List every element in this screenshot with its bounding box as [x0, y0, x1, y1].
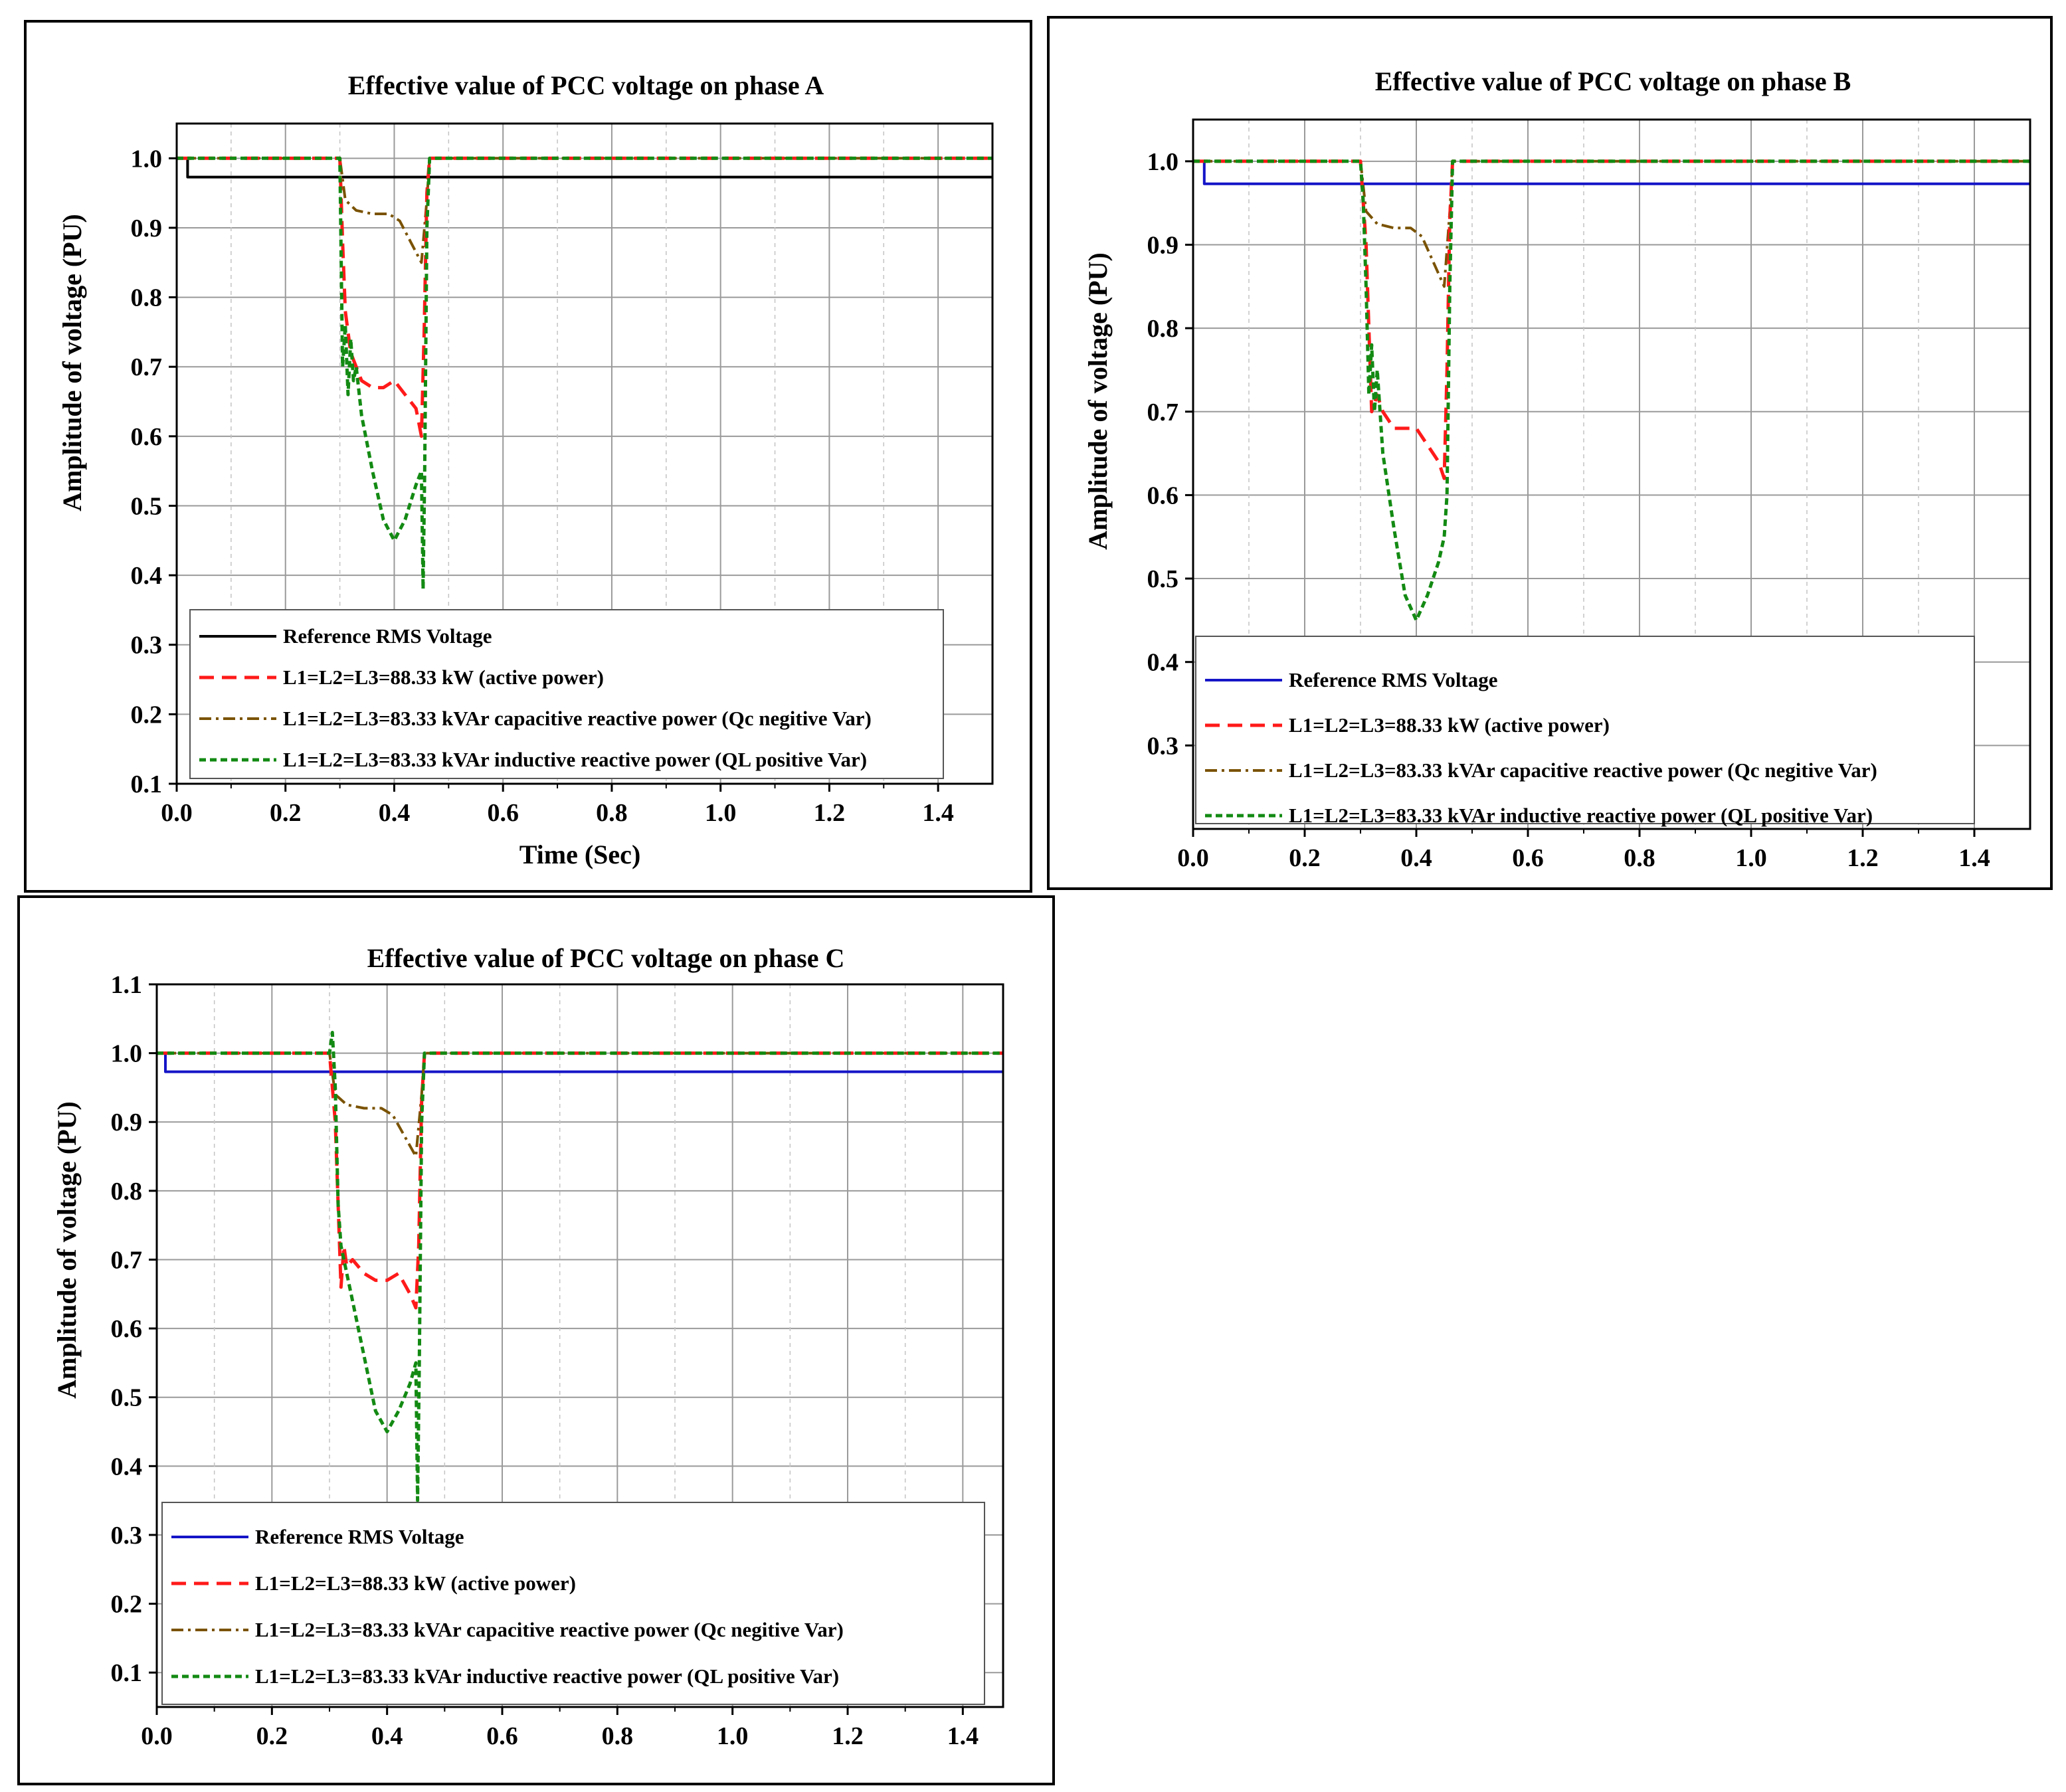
- chart-title: Effective value of PCC voltage on phase …: [1375, 66, 1851, 96]
- legend-box: [161, 1502, 985, 1705]
- x-tick-label: 1.0: [717, 1722, 749, 1750]
- legend-label-capacitive: L1=L2=L3=83.33 kVAr capacitive reactive …: [1289, 759, 1877, 782]
- chart-phase-b: Effective value of PCC voltage on phase …: [1083, 66, 2031, 872]
- series-line-capacitive: [157, 1051, 1003, 1158]
- y-tick-label: 0.7: [1147, 399, 1179, 426]
- x-tick-label: 1.0: [1735, 844, 1767, 872]
- x-tick-label: 0.2: [256, 1722, 288, 1750]
- y-tick-label: 0.8: [131, 284, 163, 312]
- chart-panel-phase-b: Effective value of PCC voltage on phase …: [1047, 16, 2053, 890]
- y-tick-label: 1.0: [131, 145, 163, 173]
- chart-phase-c: Effective value of PCC voltage on phase …: [52, 943, 1004, 1750]
- y-tick-label: 0.4: [131, 562, 163, 590]
- y-tick-label: 0.9: [1147, 231, 1179, 259]
- x-tick-label: 1.2: [1847, 844, 1879, 872]
- y-tick-label: 0.5: [131, 492, 163, 520]
- legend-label-reference: Reference RMS Voltage: [1289, 668, 1498, 691]
- legend-label-inductive: L1=L2=L3=83.33 kVAr inductive reactive p…: [1289, 804, 1873, 827]
- series-line-reference: [1193, 159, 2030, 185]
- legend-label-capacitive: L1=L2=L3=83.33 kVAr capacitive reactive …: [283, 707, 872, 730]
- y-tick-label: 0.6: [111, 1315, 143, 1343]
- y-tick-label: 1.0: [1147, 148, 1179, 176]
- y-tick-label: 0.8: [1147, 315, 1179, 343]
- series-line-active: [177, 156, 992, 438]
- x-tick-label: 0.8: [602, 1722, 634, 1750]
- x-tick-label: 1.0: [705, 799, 737, 827]
- plot-frame: [155, 983, 1004, 1708]
- y-tick-label: 0.9: [131, 215, 163, 242]
- x-tick-label: 0.4: [371, 1722, 403, 1750]
- series-line-inductive: [177, 156, 992, 591]
- y-axis-label: Amplitude of voltage (PU): [1083, 252, 1113, 550]
- plot-frame: [175, 122, 994, 785]
- y-tick-label: 0.3: [111, 1522, 143, 1550]
- legend-label-inductive: L1=L2=L3=83.33 kVAr inductive reactive p…: [283, 748, 867, 771]
- y-tick-label: 0.5: [111, 1384, 143, 1412]
- series-line-capacitive: [1193, 159, 2030, 288]
- y-tick-label: 0.7: [131, 353, 163, 381]
- x-tick-label: 0.6: [1512, 844, 1544, 872]
- plot-frame: [1192, 118, 2031, 830]
- series-line-capacitive: [177, 157, 992, 264]
- legend-label-capacitive: L1=L2=L3=83.33 kVAr capacitive reactive …: [255, 1618, 844, 1641]
- x-tick-label: 1.4: [1958, 844, 1990, 872]
- x-tick-label: 1.2: [832, 1722, 864, 1750]
- y-tick-label: 0.7: [111, 1246, 143, 1274]
- x-tick-label: 0.6: [486, 1722, 518, 1750]
- x-tick-label: 0.0: [141, 1722, 173, 1750]
- y-tick-label: 0.4: [111, 1453, 143, 1480]
- y-tick-label: 0.1: [111, 1659, 143, 1687]
- chart-title: Effective value of PCC voltage on phase …: [367, 943, 845, 973]
- x-tick-label: 0.0: [161, 799, 193, 827]
- legend-label-active: L1=L2=L3=88.33 kW (active power): [255, 1571, 576, 1595]
- x-tick-label: 0.6: [487, 799, 519, 827]
- y-axis-label: Amplitude of voltage (PU): [57, 214, 87, 511]
- x-tick-label: 0.4: [379, 799, 411, 827]
- y-tick-label: 0.9: [111, 1109, 143, 1136]
- y-tick-label: 0.5: [1147, 565, 1179, 593]
- chart-panel-phase-c: Effective value of PCC voltage on phase …: [17, 895, 1055, 1785]
- x-tick-label: 0.0: [1177, 844, 1209, 872]
- x-tick-label: 1.4: [922, 799, 954, 827]
- chart-panel-phase-a: Effective value of PCC voltage on phase …: [24, 20, 1032, 893]
- legend-label-reference: Reference RMS Voltage: [255, 1525, 464, 1548]
- x-tick-label: 1.2: [814, 799, 846, 827]
- x-axis-label: Time (Sec): [519, 840, 641, 869]
- x-tick-label: 1.4: [947, 1722, 979, 1750]
- y-tick-label: 0.6: [131, 423, 163, 451]
- y-tick-label: 0.8: [111, 1178, 143, 1206]
- series-line-inductive: [1193, 159, 2030, 622]
- y-tick-label: 1.1: [111, 971, 143, 999]
- y-axis-label: Amplitude of voltage (PU): [52, 1101, 82, 1399]
- series-line-reference: [157, 1051, 1003, 1073]
- legend-box: [1195, 636, 1975, 824]
- y-tick-label: 0.2: [131, 701, 163, 729]
- y-tick-label: 0.6: [1147, 482, 1179, 509]
- series-line-reference: [177, 157, 992, 179]
- legend-label-reference: Reference RMS Voltage: [283, 624, 492, 648]
- x-tick-label: 0.8: [596, 799, 628, 827]
- y-tick-label: 0.1: [131, 770, 163, 798]
- x-tick-label: 0.8: [1624, 844, 1655, 872]
- legend-box: [189, 609, 944, 779]
- x-tick-label: 0.2: [1289, 844, 1321, 872]
- legend-label-inductive: L1=L2=L3=83.33 kVAr inductive reactive p…: [255, 1664, 839, 1688]
- series-line-active: [157, 1051, 1003, 1310]
- chart-title: Effective value of PCC voltage on phase …: [348, 70, 824, 100]
- chart-phase-a: Effective value of PCC voltage on phase …: [57, 70, 994, 869]
- legend-label-active: L1=L2=L3=88.33 kW (active power): [1289, 713, 1610, 737]
- y-tick-label: 0.2: [111, 1591, 143, 1619]
- y-tick-label: 0.3: [1147, 732, 1179, 760]
- y-tick-label: 0.3: [131, 632, 163, 660]
- series-line-inductive: [157, 1031, 1003, 1502]
- series-line-active: [1193, 159, 2030, 480]
- y-tick-label: 1.0: [111, 1040, 143, 1068]
- legend-label-active: L1=L2=L3=88.33 kW (active power): [283, 666, 604, 689]
- x-tick-label: 0.2: [270, 799, 302, 827]
- x-tick-label: 0.4: [1400, 844, 1432, 872]
- y-tick-label: 0.4: [1147, 649, 1179, 677]
